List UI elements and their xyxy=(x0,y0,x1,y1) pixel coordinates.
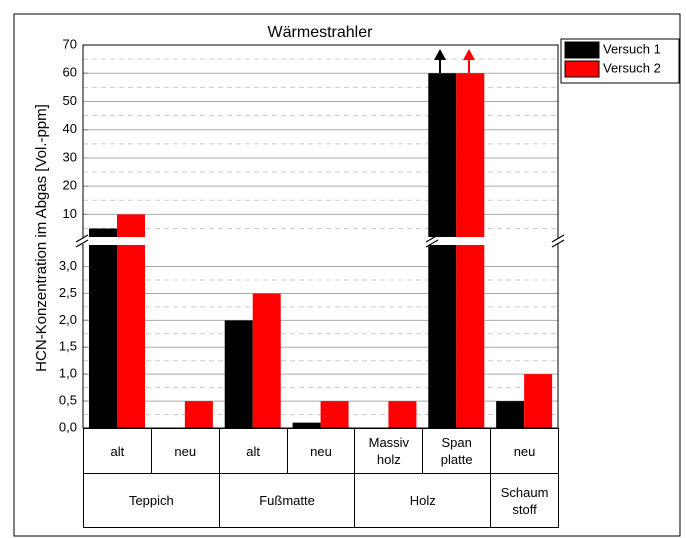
chart-title: Wärmestrahler xyxy=(268,24,374,41)
group-label: Teppich xyxy=(83,473,220,528)
legend-swatch xyxy=(564,41,600,59)
grid xyxy=(83,44,558,429)
bar xyxy=(388,401,417,428)
group-label: Schaum stoff xyxy=(490,473,559,528)
bar xyxy=(524,374,553,428)
legend-label: Versuch 2 xyxy=(603,60,661,75)
bar xyxy=(224,320,253,428)
x-tick-label: neu xyxy=(286,428,356,474)
y-tick-label: 70 xyxy=(63,36,77,51)
bars xyxy=(89,73,553,428)
overflow-arrows xyxy=(434,49,475,73)
x-tick-label: Massiv holz xyxy=(354,428,424,474)
y-tick-label: 1,5 xyxy=(59,339,77,354)
axis-break-gap xyxy=(70,238,570,244)
legend-label: Versuch 1 xyxy=(603,41,661,56)
group-label: Fußmatte xyxy=(218,473,356,528)
bar xyxy=(184,401,213,428)
bar xyxy=(456,73,485,428)
y-tick-label: 3,0 xyxy=(59,258,77,273)
y-tick-label: 60 xyxy=(63,65,77,80)
legend-swatch xyxy=(564,60,600,78)
y-tick-label: 10 xyxy=(63,206,77,221)
y-tick-label: 40 xyxy=(63,121,77,136)
y-tick-label: 0,0 xyxy=(59,419,77,434)
bar xyxy=(89,228,117,428)
x-tick-label: Span platte xyxy=(422,428,492,474)
y-tick-label: 50 xyxy=(63,93,77,108)
bar xyxy=(252,293,281,428)
bar xyxy=(117,214,145,428)
y-tick-label: 30 xyxy=(63,149,77,164)
plot-frame xyxy=(82,44,559,429)
x-tick-label: alt xyxy=(83,428,152,474)
y-tick-label: 1,0 xyxy=(59,366,77,381)
group-label: Holz xyxy=(354,473,492,528)
y-tick-label: 2,0 xyxy=(59,312,77,327)
break-marks xyxy=(75,234,565,248)
bar xyxy=(428,73,457,428)
x-tick-label: neu xyxy=(490,428,559,474)
frame xyxy=(13,13,681,537)
bar xyxy=(292,422,321,428)
y-tick-label: 0,5 xyxy=(59,393,77,408)
y-axis-label: HCN-Konzentration im Abgas [Vol.-ppm] xyxy=(33,104,50,372)
legend-frame xyxy=(560,38,680,84)
legend: Versuch 1 Versuch 2 xyxy=(560,38,680,84)
x-tick-label: alt xyxy=(218,428,288,474)
y-tick-label: 20 xyxy=(63,178,77,193)
bar xyxy=(320,401,349,428)
y-tick-label: 2,5 xyxy=(59,285,77,300)
bar xyxy=(496,401,525,428)
x-tick-label: neu xyxy=(150,428,220,474)
